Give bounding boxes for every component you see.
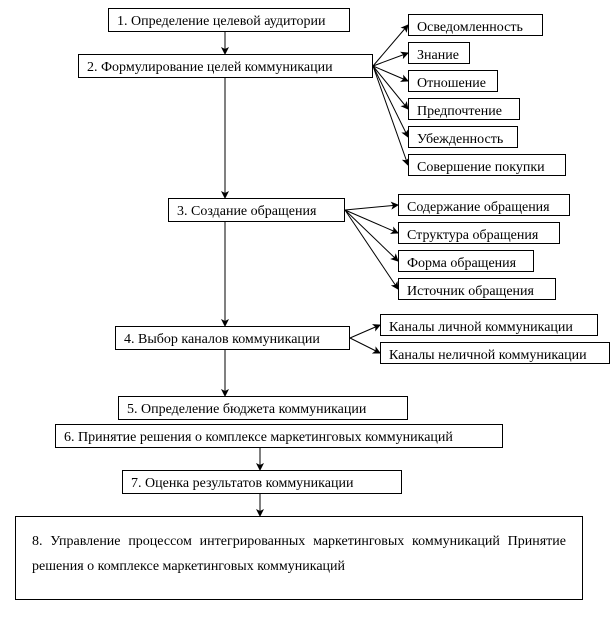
main-box-0: 1. Определение целевой аудитории xyxy=(108,8,350,32)
side2-box-1: Знание xyxy=(408,42,470,64)
side4-box-0: Каналы личной коммуникации xyxy=(380,314,598,336)
main-box-6: 7. Оценка результатов коммуникации xyxy=(122,470,402,494)
main-box-label-0: 1. Определение целевой аудитории xyxy=(117,14,325,29)
main-box-1: 2. Формулирование целей коммуникации xyxy=(78,54,373,78)
main-box-label-4: 5. Определение бюджета коммуникации xyxy=(127,402,366,417)
side4-box-1: Каналы неличной коммуникации xyxy=(380,342,610,364)
side3-box-2: Форма обращения xyxy=(398,250,534,272)
main-box-4: 5. Определение бюджета коммуникации xyxy=(118,396,408,420)
side3-box-label-2: Форма обращения xyxy=(407,256,516,271)
main-box-3: 4. Выбор каналов коммуникации xyxy=(115,326,350,350)
side2-box-3: Предпочтение xyxy=(408,98,520,120)
main-box-label-1: 2. Формулирование целей коммуникации xyxy=(87,60,333,75)
side2-box-5: Совершение покупки xyxy=(408,154,566,176)
side2-box-label-5: Совершение покупки xyxy=(417,160,545,175)
main-box-label-3: 4. Выбор каналов коммуникации xyxy=(124,332,320,347)
main-box-5: 6. Принятие решения о комплексе маркетин… xyxy=(55,424,503,448)
side4-box-label-0: Каналы личной коммуникации xyxy=(389,320,573,335)
main-box-7: 8. Управление процессом интегрированных … xyxy=(15,516,583,600)
side4-box-label-1: Каналы неличной коммуникации xyxy=(389,348,587,363)
side2-box-label-2: Отношение xyxy=(417,76,486,91)
side3-box-label-3: Источник обращения xyxy=(407,284,534,299)
side2-box-0: Осведомленность xyxy=(408,14,543,36)
side3-box-1: Структура обращения xyxy=(398,222,560,244)
side2-box-label-3: Предпочтение xyxy=(417,104,502,119)
side2-box-label-4: Убежденность xyxy=(417,132,503,147)
main-box-label-5: 6. Принятие решения о комплексе маркетин… xyxy=(64,430,453,445)
main-box-label-6: 7. Оценка результатов коммуникации xyxy=(131,476,353,491)
main-box-label-7: 8. Управление процессом интегрированных … xyxy=(32,534,566,574)
side2-box-2: Отношение xyxy=(408,70,498,92)
side2-box-label-0: Осведомленность xyxy=(417,20,523,35)
side2-box-4: Убежденность xyxy=(408,126,518,148)
side3-box-0: Содержание обращения xyxy=(398,194,570,216)
main-box-2: 3. Создание обращения xyxy=(168,198,345,222)
side2-box-label-1: Знание xyxy=(417,48,459,63)
main-box-label-2: 3. Создание обращения xyxy=(177,204,316,219)
side3-box-label-0: Содержание обращения xyxy=(407,200,550,215)
side3-box-3: Источник обращения xyxy=(398,278,556,300)
side3-box-label-1: Структура обращения xyxy=(407,228,538,243)
